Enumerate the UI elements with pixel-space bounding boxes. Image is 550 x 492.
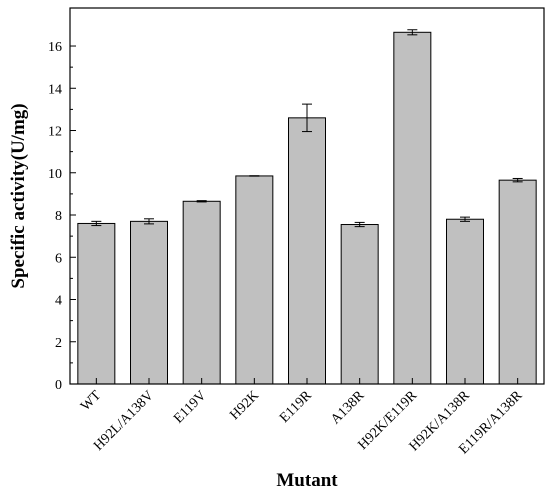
y-tick-label: 0 (55, 378, 62, 393)
bar (288, 117, 326, 385)
bar (130, 220, 168, 385)
x-axis-title: Mutant (276, 470, 338, 491)
y-tick-label: 10 (48, 167, 62, 182)
y-tick-label: 12 (48, 125, 62, 140)
y-tick-label: 6 (55, 251, 62, 266)
error-bars-layer (91, 29, 523, 228)
x-tick-label: A138R (328, 388, 368, 428)
bar (498, 179, 537, 385)
bar (340, 224, 379, 385)
bar (182, 200, 221, 385)
y-axis-ticks: 0 2 4 6 8 10 12 14 16 (48, 40, 76, 393)
x-tick-label: WT (78, 388, 104, 414)
y-tick-label: 14 (48, 82, 62, 97)
bar (235, 175, 274, 385)
y-tick-label: 8 (55, 209, 62, 224)
bar (393, 31, 432, 385)
x-tick-label: H92K (227, 388, 262, 423)
bars-layer (77, 31, 537, 385)
y-tick-label: 16 (48, 40, 62, 55)
y-tick-label: 4 (55, 294, 62, 309)
bar (77, 222, 116, 385)
bar (446, 218, 484, 385)
y-tick-label: 2 (55, 336, 62, 351)
x-tick-label: E119V (171, 388, 209, 426)
y-axis-title: Specific activity(U/mg) (8, 103, 29, 288)
x-tick-label: E119R (277, 388, 315, 426)
